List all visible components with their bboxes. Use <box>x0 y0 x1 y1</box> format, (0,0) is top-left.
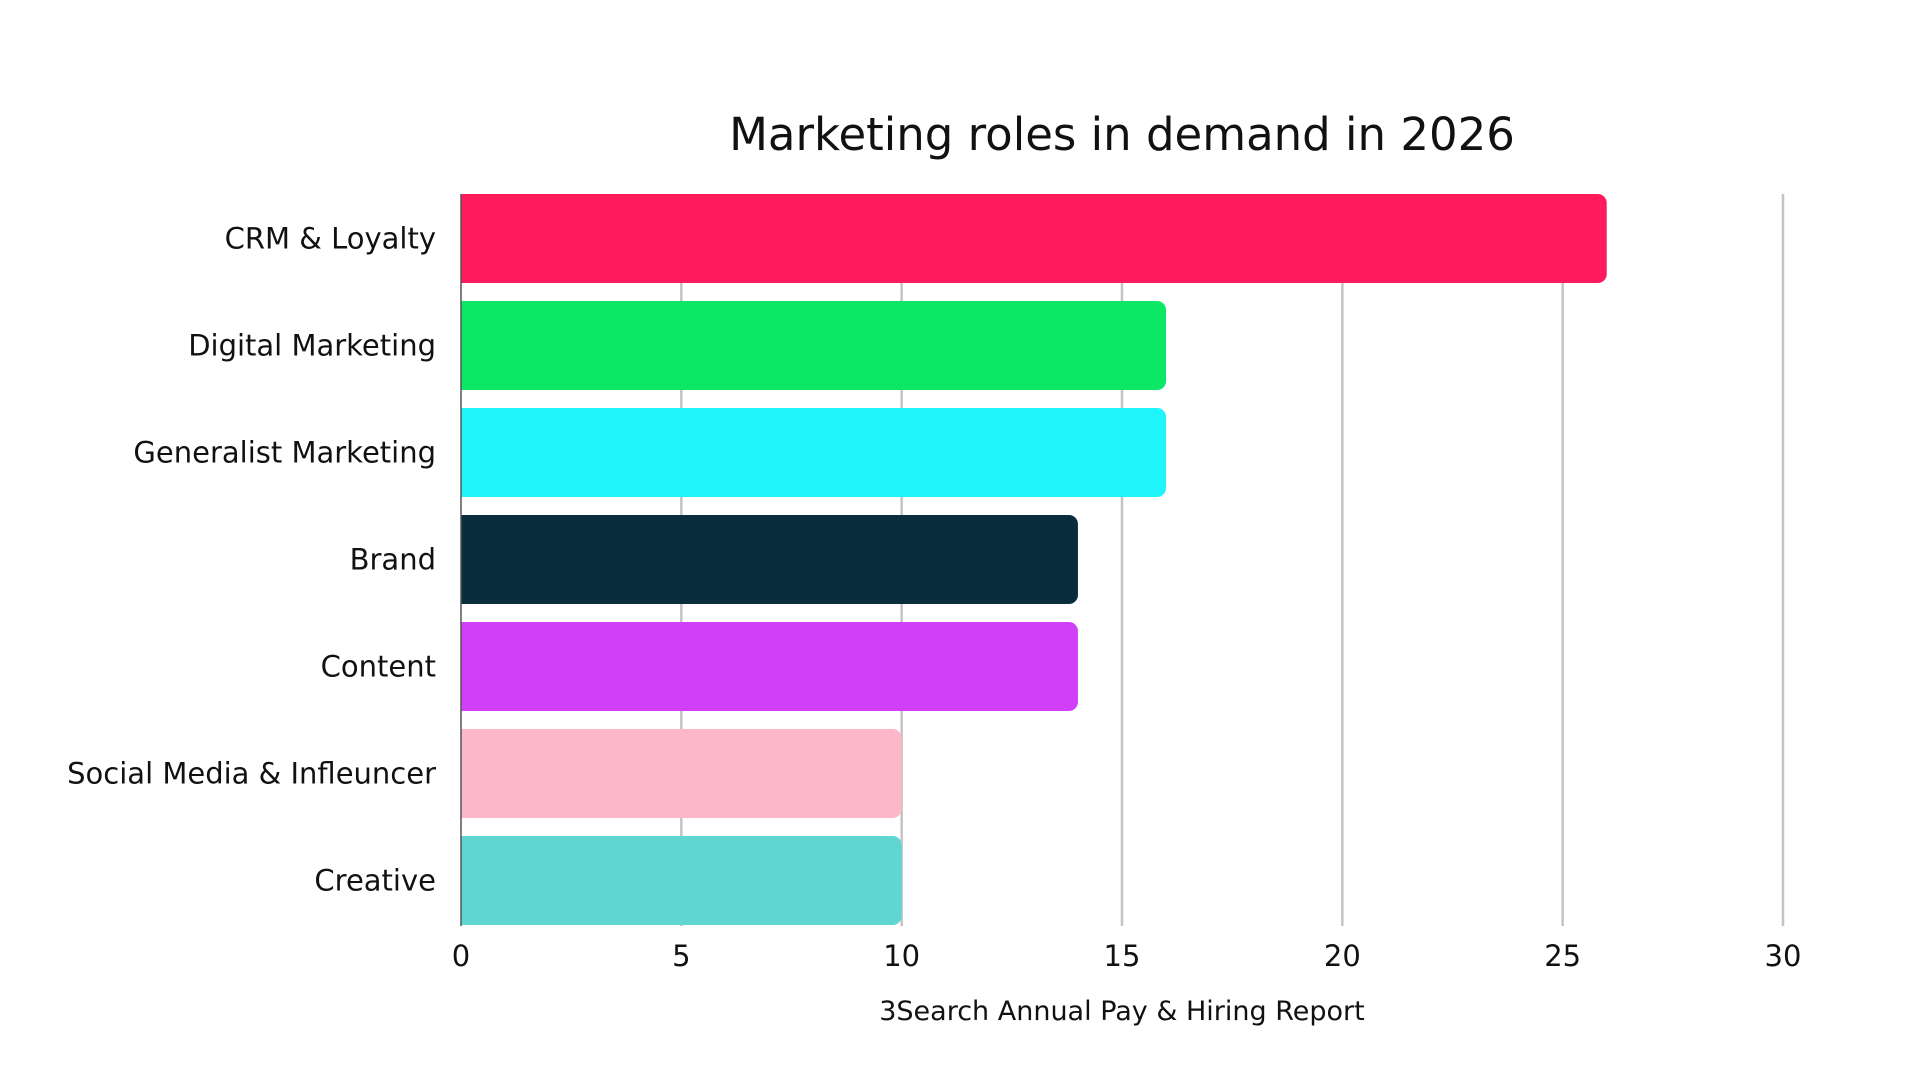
bar <box>461 622 1078 711</box>
bar-corner <box>461 194 473 283</box>
x-axis-label: 3Search Annual Pay & Hiring Report <box>879 996 1365 1027</box>
bar <box>461 836 902 925</box>
category-label: Digital Marketing <box>188 329 436 363</box>
bar-corner <box>461 515 473 604</box>
x-tick-label: 20 <box>1324 939 1361 973</box>
bar-corner <box>461 622 473 711</box>
category-label: Creative <box>314 864 436 898</box>
bar <box>461 729 902 818</box>
x-tick-label: 15 <box>1104 939 1141 973</box>
bar <box>461 194 1607 283</box>
category-label: Social Media & Infleuncer <box>67 757 436 791</box>
category-label: Brand <box>350 543 436 577</box>
bar-corner <box>461 408 473 497</box>
x-tick-labels: 0 5 10 15 20 25 30 <box>452 939 1802 973</box>
bar-corner <box>461 729 473 818</box>
category-label: CRM & Loyalty <box>225 222 436 256</box>
category-label: Generalist Marketing <box>133 436 436 470</box>
bar <box>461 408 1167 497</box>
x-tick-label: 5 <box>672 939 690 973</box>
bar <box>461 515 1078 604</box>
category-label: Content <box>321 650 436 684</box>
x-tick-label: 0 <box>452 939 470 973</box>
bar <box>461 301 1167 390</box>
x-tick-label: 10 <box>883 939 920 973</box>
x-tick-label: 25 <box>1544 939 1581 973</box>
bar-corner <box>461 301 473 390</box>
x-tick-label: 30 <box>1765 939 1802 973</box>
chart-title: Marketing roles in demand in 2026 <box>729 108 1515 161</box>
bars <box>461 194 1607 925</box>
bar-corner <box>461 836 473 925</box>
category-labels: CRM & Loyalty Digital Marketing Generalist… <box>67 222 436 898</box>
